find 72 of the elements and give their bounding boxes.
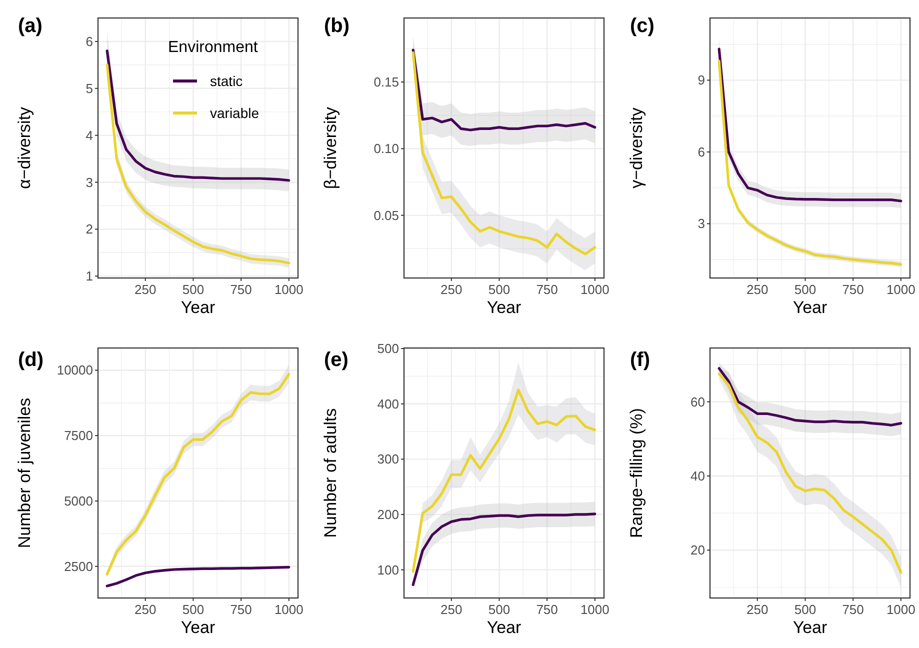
y-axis-title: Number of adults (321, 408, 340, 538)
x-tick-label: 1000 (580, 602, 610, 617)
x-tick-label: 250 (440, 282, 462, 297)
y-tick-label: 0.05 (374, 208, 399, 223)
x-axis-title: Year (486, 298, 522, 317)
x-axis-title: Year (792, 298, 828, 317)
y-axis-title: Number of juveniles (15, 398, 34, 548)
x-axis-title: Year (486, 618, 522, 637)
x-tick-label: 500 (794, 602, 816, 617)
y-axis-title: α−diversity (15, 106, 34, 190)
y-tick-label: 500 (377, 341, 399, 356)
x-tick-label: 500 (794, 282, 816, 297)
x-tick-label: 1000 (580, 282, 610, 297)
y-tick-label: 40 (690, 468, 705, 484)
x-tick-label: 1000 (886, 602, 916, 617)
x-tick-label: 500 (182, 602, 204, 617)
y-tick-label: 1 (86, 268, 93, 284)
y-axis-title: γ−diversity (627, 107, 646, 188)
x-tick-label: 750 (842, 602, 864, 617)
x-tick-label: 250 (134, 282, 156, 297)
y-tick-label: 6 (698, 144, 705, 160)
x-tick-label: 750 (536, 282, 558, 297)
y-tick-label: 200 (377, 506, 399, 522)
line-series (412, 48, 596, 132)
y-tick-label: 20 (690, 542, 705, 558)
x-tick-label: 500 (182, 282, 204, 297)
x-tick-label: 1000 (274, 602, 304, 617)
y-tick-label: 0.15 (374, 74, 399, 90)
x-tick-label: 500 (488, 282, 510, 297)
legend-title: Environment (168, 39, 258, 56)
chart-title: (b) (324, 15, 350, 37)
y-axis-title: Range−filling (%) (627, 408, 646, 538)
y-tick-label: 7500 (64, 428, 93, 444)
y-tick-label: 0.10 (374, 141, 399, 156)
x-axis-title: Year (792, 618, 828, 637)
x-axis-title: Year (180, 618, 216, 637)
chart-title: (c) (630, 15, 654, 37)
legend-label: variable (210, 105, 260, 121)
y-tick-label: 5 (86, 80, 93, 96)
x-tick-label: 500 (488, 602, 510, 617)
x-axis-title: Year (180, 298, 216, 317)
chart-title: (d) (18, 349, 44, 371)
y-tick-label: 400 (377, 396, 399, 412)
y-tick-label: 100 (377, 562, 399, 578)
x-tick-label: 250 (134, 602, 156, 617)
x-tick-label: 1000 (274, 282, 304, 297)
y-tick-label: 4 (86, 128, 93, 143)
y-tick-label: 2500 (64, 558, 93, 574)
x-tick-label: 750 (230, 282, 252, 297)
y-tick-label: 10000 (56, 362, 93, 378)
x-tick-label: 250 (746, 282, 768, 297)
legend-label: static (210, 73, 243, 89)
x-tick-label: 250 (746, 602, 768, 617)
chart-title: (f) (630, 349, 650, 371)
line-series (412, 512, 596, 586)
y-axis-title: β−diversity (321, 106, 340, 190)
chart-title: (e) (324, 349, 348, 371)
x-tick-label: 1000 (886, 282, 916, 297)
y-tick-label: 6 (86, 34, 93, 49)
y-tick-label: 9 (698, 72, 705, 88)
y-tick-label: 300 (377, 452, 399, 467)
x-tick-label: 750 (230, 602, 252, 617)
y-tick-label: 5000 (64, 493, 93, 508)
y-tick-label: 3 (86, 174, 93, 190)
y-tick-label: 2 (86, 222, 93, 237)
x-tick-label: 750 (842, 282, 864, 297)
x-tick-label: 250 (440, 602, 462, 617)
line-series (718, 367, 902, 426)
y-tick-label: 60 (690, 394, 705, 410)
x-tick-label: 750 (536, 602, 558, 617)
chart-title: (a) (18, 15, 42, 37)
y-tick-label: 3 (698, 216, 705, 232)
